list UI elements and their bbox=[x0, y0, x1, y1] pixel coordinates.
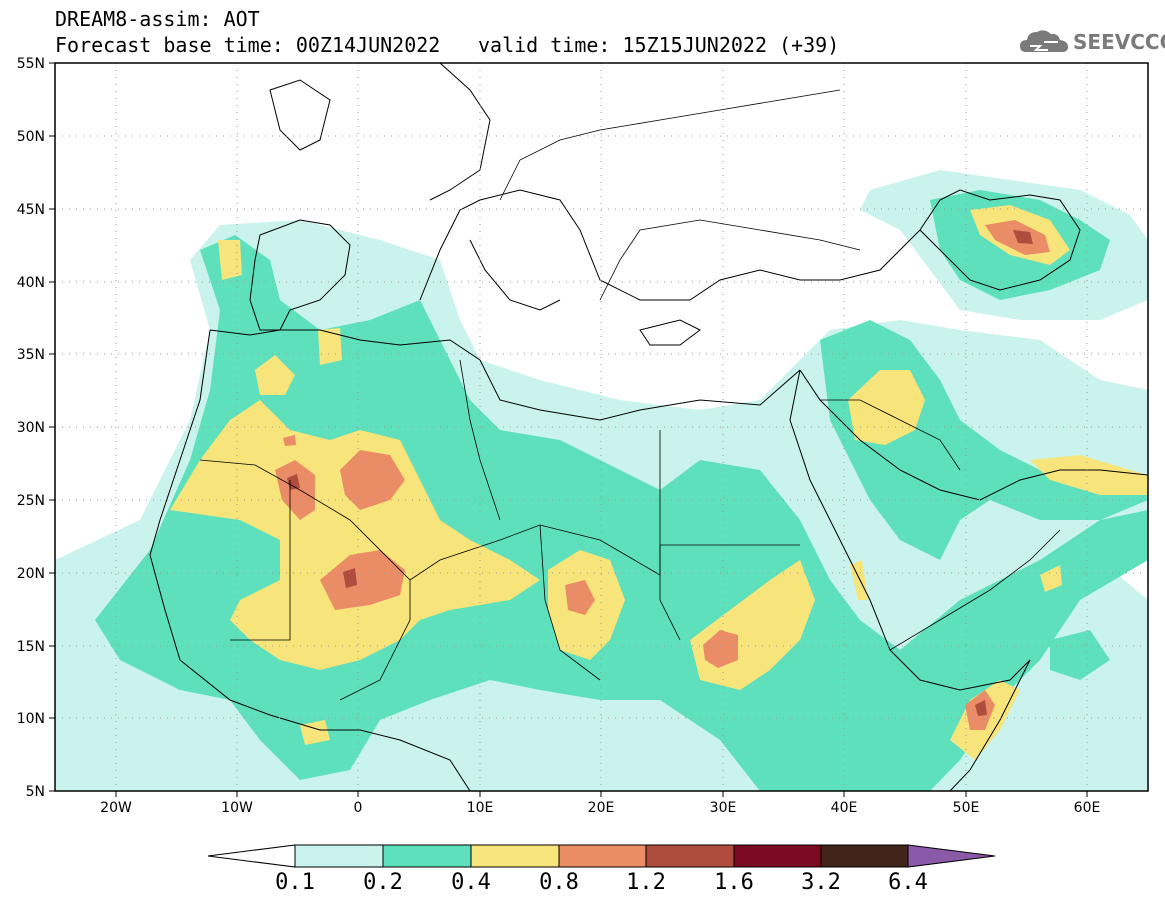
latitude-labels: 55N 50N 45N 40N 35N 30N 25N 20N 15N 10N … bbox=[17, 56, 45, 800]
colorbar-label: 0.8 bbox=[539, 870, 579, 895]
colorbar-below-arrow bbox=[207, 844, 296, 868]
lat-label: 30N bbox=[17, 420, 45, 436]
axis-ticks bbox=[49, 62, 1088, 797]
colorbar-above-arrow bbox=[907, 844, 996, 868]
country-borders bbox=[199, 89, 1061, 701]
lon-label: 10E bbox=[467, 800, 494, 816]
lon-label: 60E bbox=[1074, 800, 1101, 816]
colorbar-bin-2 bbox=[470, 844, 560, 868]
lon-label: 30E bbox=[710, 800, 737, 816]
colorbar-label: 3.2 bbox=[801, 870, 841, 895]
colorbar-bin-0 bbox=[294, 844, 384, 868]
colorbar-bin-5 bbox=[733, 844, 822, 868]
model-title: DREAM8-assim: AOT bbox=[55, 7, 260, 31]
lat-label: 20N bbox=[17, 566, 45, 582]
lat-label: 50N bbox=[17, 129, 45, 145]
lat-label: 10N bbox=[17, 711, 45, 727]
colorbar-label: 6.4 bbox=[888, 870, 928, 895]
lat-label: 15N bbox=[17, 639, 45, 655]
colorbar-label: 1.6 bbox=[714, 870, 754, 895]
map-grid bbox=[55, 63, 1148, 791]
colorbar bbox=[207, 844, 996, 868]
aot-level-1.2 bbox=[287, 230, 1033, 716]
lon-label: 20W bbox=[100, 800, 132, 816]
lat-label: 55N bbox=[17, 56, 45, 72]
colorbar-bin-4 bbox=[645, 844, 735, 868]
lat-label: 40N bbox=[17, 275, 45, 291]
lon-label: 10W bbox=[221, 800, 253, 816]
lon-label: 20E bbox=[588, 800, 615, 816]
colorbar-bin-3 bbox=[558, 844, 647, 868]
forecast-base-time: Forecast base time: 00Z14JUN2022 bbox=[55, 33, 441, 57]
colorbar-bin-6 bbox=[820, 844, 909, 868]
valid-time: valid time: 15Z15JUN2022 (+39) bbox=[478, 33, 840, 57]
lon-label: 40E bbox=[831, 800, 858, 816]
aot-level-0.8 bbox=[275, 220, 1050, 730]
logo-text: SEEVCCC bbox=[1073, 30, 1165, 54]
lat-label: 5N bbox=[26, 784, 45, 800]
lat-label: 45N bbox=[17, 202, 45, 218]
lon-label: 0 bbox=[354, 800, 363, 816]
coastlines bbox=[149, 63, 1148, 791]
aot-level-0.4 bbox=[170, 205, 1148, 760]
cloud-logo-icon bbox=[1020, 30, 1068, 52]
colorbar-label: 1.2 bbox=[626, 870, 666, 895]
lat-label: 25N bbox=[17, 493, 45, 509]
colorbar-label: 0.4 bbox=[451, 870, 491, 895]
colorbar-label: 0.1 bbox=[275, 870, 315, 895]
colorbar-label: 0.2 bbox=[363, 870, 403, 895]
colorbar-bin-1 bbox=[382, 844, 472, 868]
lon-label: 50E bbox=[953, 800, 980, 816]
longitude-labels: 20W 10W 0 10E 20E 30E 40E 50E 60E bbox=[100, 800, 1100, 816]
lat-label: 35N bbox=[17, 347, 45, 363]
